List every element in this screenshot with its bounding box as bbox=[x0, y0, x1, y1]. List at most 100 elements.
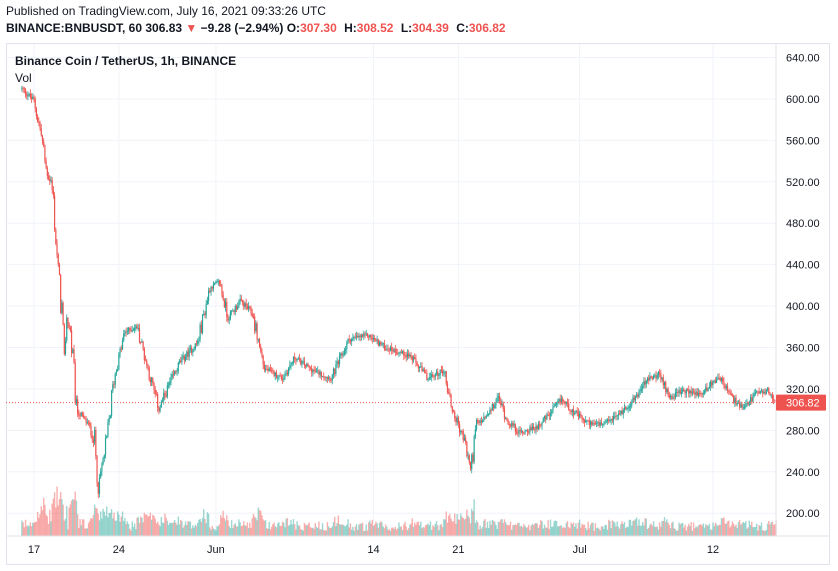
volume-bar bbox=[331, 526, 333, 536]
volume-bar bbox=[766, 523, 769, 536]
candle-body bbox=[192, 349, 194, 353]
volume-bar bbox=[213, 529, 216, 536]
candle-body bbox=[158, 407, 160, 412]
candle-body bbox=[294, 357, 296, 359]
candle-body bbox=[288, 367, 290, 375]
candle-body bbox=[273, 371, 275, 376]
candle-body bbox=[307, 363, 309, 366]
volume-bar bbox=[96, 508, 98, 536]
volume-bar bbox=[417, 521, 420, 536]
legend-title: Binance Coin / TetherUS, 1h, BINANCE bbox=[15, 54, 237, 68]
volume-bar bbox=[226, 515, 228, 536]
candle-body bbox=[515, 431, 518, 433]
volume-bar bbox=[675, 530, 678, 536]
y-tick-label: 480.00 bbox=[786, 218, 820, 230]
volume-bar bbox=[274, 526, 276, 536]
candle-body bbox=[388, 349, 390, 351]
candle-body bbox=[212, 283, 215, 289]
volume-bar bbox=[421, 528, 423, 536]
candle-body bbox=[104, 438, 107, 455]
volume-bar bbox=[464, 518, 467, 536]
volume-bar bbox=[126, 521, 129, 536]
candle-body bbox=[311, 367, 313, 373]
candle-body bbox=[117, 369, 119, 371]
candle-body bbox=[188, 349, 190, 357]
volume-bar bbox=[107, 517, 109, 536]
volume-bar bbox=[570, 522, 572, 536]
volume-bar bbox=[72, 499, 74, 536]
volume-bar bbox=[90, 517, 92, 536]
candle-body bbox=[98, 477, 101, 494]
volume-bar bbox=[603, 528, 605, 536]
volume-bar bbox=[534, 523, 536, 536]
volume-bar bbox=[341, 524, 343, 536]
candle-body bbox=[617, 413, 620, 416]
candle-body bbox=[702, 392, 704, 395]
volume-bar bbox=[195, 526, 198, 536]
candle-body bbox=[49, 178, 51, 182]
candle-body bbox=[598, 422, 600, 426]
volume-bar bbox=[304, 524, 307, 536]
volume-bar bbox=[140, 516, 142, 536]
candle-body bbox=[182, 355, 184, 358]
candle-body bbox=[770, 394, 772, 396]
candle-body bbox=[352, 337, 354, 339]
candle-body bbox=[169, 381, 171, 386]
candle-body bbox=[518, 430, 520, 434]
x-tick-label: 24 bbox=[113, 544, 125, 556]
volume-bar bbox=[673, 528, 675, 536]
volume-bar bbox=[615, 526, 617, 536]
candle-body bbox=[758, 391, 760, 394]
high-label: H: bbox=[344, 21, 357, 35]
candle-body bbox=[286, 372, 289, 375]
candle-body bbox=[685, 389, 687, 394]
candle-body bbox=[514, 424, 516, 432]
volume-bar bbox=[212, 528, 215, 536]
volume-bar bbox=[529, 530, 531, 536]
volume-bar bbox=[153, 515, 155, 536]
volume-bar bbox=[742, 521, 745, 536]
volume-bar bbox=[129, 528, 131, 536]
volume-bar bbox=[285, 518, 287, 536]
candle-body bbox=[380, 342, 382, 345]
volume-bar bbox=[378, 522, 381, 536]
candle-body bbox=[94, 429, 96, 443]
candle-body bbox=[589, 421, 592, 425]
candle-body bbox=[252, 316, 255, 318]
candle-body bbox=[622, 410, 624, 415]
candle-body bbox=[740, 404, 742, 408]
volume-bar bbox=[358, 524, 360, 536]
volume-bar bbox=[514, 524, 517, 536]
candle-body bbox=[460, 431, 462, 433]
volume-bar bbox=[295, 529, 297, 536]
candle-body bbox=[394, 349, 396, 353]
volume-bar bbox=[523, 524, 525, 536]
volume-bar bbox=[357, 529, 359, 536]
candle-body bbox=[261, 351, 263, 356]
candle-body bbox=[277, 377, 279, 379]
candle-body bbox=[591, 421, 593, 425]
candle-body bbox=[606, 419, 609, 421]
candle-body bbox=[383, 343, 386, 350]
volume-bar bbox=[367, 522, 370, 536]
candle-body bbox=[753, 393, 755, 397]
candle-body bbox=[523, 432, 525, 434]
candle-body bbox=[178, 360, 181, 363]
volume-bar bbox=[637, 525, 639, 536]
volume-bar bbox=[58, 499, 61, 536]
volume-bar bbox=[102, 508, 104, 536]
close-value: 306.82 bbox=[468, 21, 506, 35]
current-price-badge bbox=[776, 394, 826, 411]
volume-bar bbox=[230, 520, 233, 536]
close-label: C: bbox=[456, 21, 469, 35]
candle-body bbox=[264, 368, 267, 370]
volume-bar bbox=[370, 523, 372, 536]
candle-body bbox=[375, 340, 377, 342]
candle-body bbox=[30, 97, 33, 99]
candle-body bbox=[643, 381, 645, 386]
candle-body bbox=[467, 455, 469, 457]
candle-body bbox=[563, 401, 565, 403]
candle-body bbox=[343, 350, 345, 354]
candle-body bbox=[165, 395, 167, 397]
